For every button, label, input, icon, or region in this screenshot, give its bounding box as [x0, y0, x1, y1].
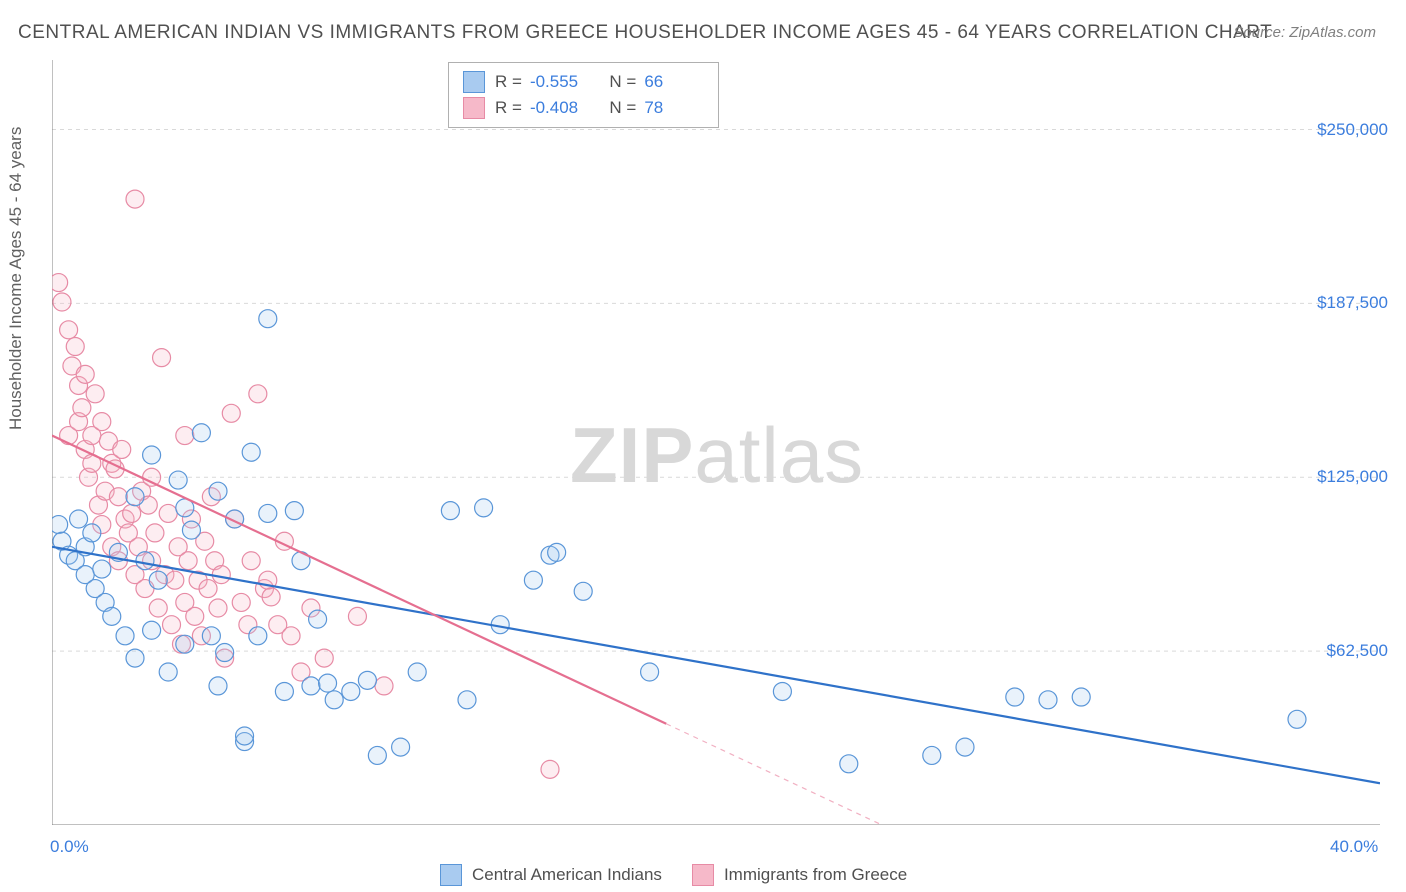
r-value: -0.408 [530, 98, 590, 118]
x-tick-label: 0.0% [50, 837, 89, 857]
legend-swatch [463, 97, 485, 119]
n-value: 66 [644, 72, 704, 92]
x-tick-label: 40.0% [1330, 837, 1378, 857]
source-label: Source: [1233, 24, 1285, 41]
r-label: R = [495, 72, 522, 92]
y-tick-label: $187,500 [1317, 293, 1388, 313]
correlation-legend: R = -0.555 N = 66R = -0.408 N = 78 [448, 62, 719, 128]
y-axis-label: Householder Income Ages 45 - 64 years [6, 127, 26, 430]
y-tick-label: $125,000 [1317, 467, 1388, 487]
n-label: N = [600, 98, 636, 118]
legend-swatch [440, 864, 462, 886]
r-value: -0.555 [530, 72, 590, 92]
source-attribution: Source: ZipAtlas.com [1233, 24, 1376, 41]
n-value: 78 [644, 98, 704, 118]
legend-swatch [463, 71, 485, 93]
legend-row: R = -0.408 N = 78 [463, 95, 704, 121]
chart-svg [52, 60, 1380, 825]
chart-title: CENTRAL AMERICAN INDIAN VS IMMIGRANTS FR… [18, 22, 1272, 44]
legend-item: Central American Indians [440, 864, 662, 886]
legend-item: Immigrants from Greece [692, 864, 907, 886]
r-label: R = [495, 98, 522, 118]
y-tick-label: $62,500 [1327, 641, 1388, 661]
chart-plot-area [52, 60, 1380, 825]
n-label: N = [600, 72, 636, 92]
y-tick-label: $250,000 [1317, 120, 1388, 140]
legend-row: R = -0.555 N = 66 [463, 69, 704, 95]
legend-label: Immigrants from Greece [724, 865, 907, 885]
series-legend: Central American Indians Immigrants from … [440, 864, 907, 886]
source-value: ZipAtlas.com [1289, 24, 1376, 41]
legend-label: Central American Indians [472, 865, 662, 885]
legend-swatch [692, 864, 714, 886]
